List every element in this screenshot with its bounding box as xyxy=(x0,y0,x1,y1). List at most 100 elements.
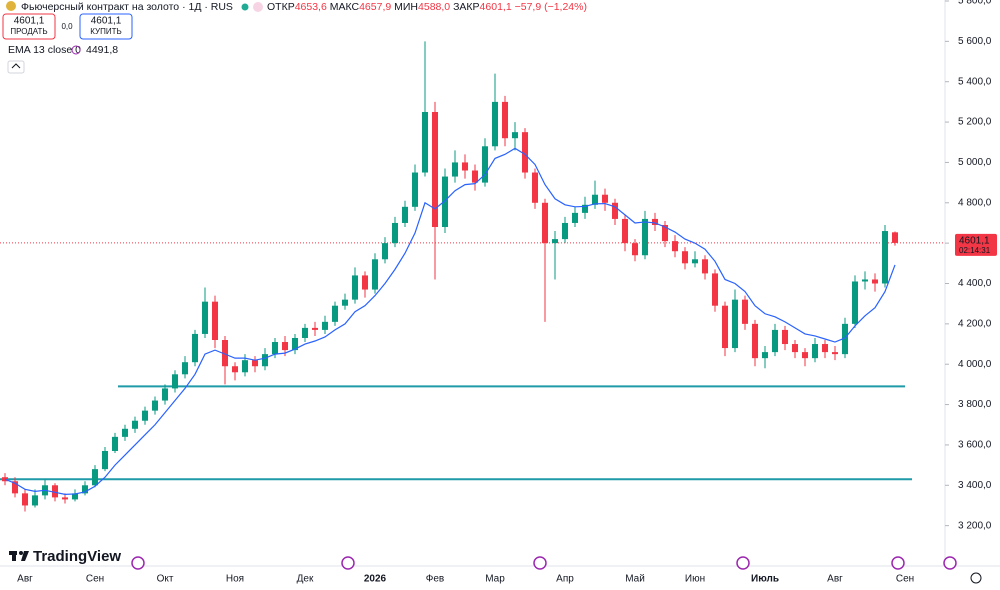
candle-body xyxy=(872,279,878,284)
y-tick-label: 5 800,0 xyxy=(958,0,992,7)
candle-body xyxy=(812,344,818,359)
x-tick-label: Апр xyxy=(556,574,574,585)
plot-area xyxy=(0,41,945,512)
candle-body xyxy=(232,366,238,373)
y-tick-label: 3 200,0 xyxy=(958,520,992,531)
y-tick-label: 5 400,0 xyxy=(958,76,992,87)
candle-body xyxy=(142,410,148,421)
candle-body xyxy=(252,360,258,367)
event-icon[interactable] xyxy=(341,556,355,570)
candle-body xyxy=(752,323,758,359)
change-value: −57,9 (−1,24%) xyxy=(515,1,587,13)
sell-label: ПРОДАТЬ xyxy=(10,27,47,36)
logo-mark xyxy=(19,551,23,555)
close-label: ЗАКР xyxy=(453,1,479,13)
candle-body xyxy=(312,327,318,330)
candle-body xyxy=(132,420,138,429)
logo-mark xyxy=(12,551,16,561)
candle-body xyxy=(842,323,848,355)
candle-body xyxy=(332,305,338,322)
candle-body xyxy=(302,327,308,338)
candle-body xyxy=(272,342,278,355)
price-tag-countdown: 02:14:31 xyxy=(959,246,991,255)
event-icon[interactable] xyxy=(131,556,145,570)
candle-body xyxy=(52,485,58,498)
candle-body xyxy=(22,493,28,506)
candle-body xyxy=(472,170,478,183)
buy-button[interactable] xyxy=(79,13,133,40)
candle-body xyxy=(192,333,198,363)
candle-body xyxy=(602,194,608,203)
event-icon[interactable] xyxy=(891,556,905,570)
candle-body xyxy=(572,212,578,223)
collapse-button[interactable] xyxy=(7,60,25,74)
candle-body xyxy=(462,162,468,171)
candle-body xyxy=(632,243,638,256)
candle-body xyxy=(662,224,668,242)
symbol-title: Фьючерсный контракт на золото · 1Д · RUS xyxy=(21,1,233,13)
candle-body xyxy=(82,485,88,494)
candle-body xyxy=(112,436,118,451)
sell-button[interactable] xyxy=(2,13,56,40)
high-value: 4657,9 xyxy=(359,1,391,13)
x-tick-label: 2026 xyxy=(364,574,387,585)
settings-icon[interactable] xyxy=(970,572,982,584)
candle-body xyxy=(62,497,68,500)
y-tick-label: 5 600,0 xyxy=(958,36,992,47)
logo-text: TradingView xyxy=(33,548,121,565)
low-value: 4588,0 xyxy=(418,1,450,13)
logo-mark xyxy=(21,551,29,561)
spread: 0,0 xyxy=(61,22,73,31)
candle-body xyxy=(552,239,558,244)
candle-body xyxy=(222,340,228,367)
candle-body xyxy=(682,251,688,264)
event-icon[interactable] xyxy=(533,556,547,570)
event-icons xyxy=(131,556,957,570)
candle-body xyxy=(152,400,158,411)
indicator-name: EMA 13 close 0 xyxy=(8,44,81,56)
candle-body xyxy=(202,301,208,334)
candle-body xyxy=(322,321,328,330)
candle-body xyxy=(242,360,248,373)
candle-body xyxy=(522,132,528,173)
low-label: МИН xyxy=(394,1,418,13)
ema-line xyxy=(4,147,896,495)
candle-body xyxy=(732,299,738,349)
buy-price: 4601,1 xyxy=(91,16,122,27)
x-tick-label: Мар xyxy=(485,574,505,585)
event-icon[interactable] xyxy=(943,556,957,570)
candle-body xyxy=(292,337,298,351)
y-tick-label: 3 600,0 xyxy=(958,440,992,451)
y-tick-label: 3 400,0 xyxy=(958,480,992,491)
candle-body xyxy=(852,281,858,324)
y-tick-label: 4 800,0 xyxy=(958,197,992,208)
sell-price: 4601,1 xyxy=(14,16,45,27)
candle-body xyxy=(32,495,38,506)
candle-body xyxy=(102,450,108,470)
candle-body xyxy=(72,493,78,500)
x-tick-label: Авг xyxy=(17,574,33,585)
open-label: ОТКР xyxy=(267,1,295,13)
x-tick-label: Дек xyxy=(297,574,314,585)
symbol-icon xyxy=(6,1,16,11)
x-tick-label: Ноя xyxy=(226,574,244,585)
candle-body xyxy=(382,243,388,260)
candle-body xyxy=(362,275,368,290)
x-tick-label: Окт xyxy=(157,574,174,585)
candle-body xyxy=(702,259,708,274)
candle-body xyxy=(642,218,648,256)
candle-body xyxy=(342,299,348,306)
candle-body xyxy=(402,206,408,223)
candle-body xyxy=(432,111,438,227)
event-icon[interactable] xyxy=(736,556,750,570)
y-tick-label: 5 000,0 xyxy=(958,157,992,168)
candle-body xyxy=(782,329,788,345)
candle-body xyxy=(582,204,588,213)
candle-body xyxy=(652,218,658,225)
candle-body xyxy=(672,241,678,252)
candle-body xyxy=(512,132,518,139)
candle-body xyxy=(12,481,18,494)
x-tick-label: Авг xyxy=(827,574,843,585)
market-status xyxy=(241,3,249,11)
